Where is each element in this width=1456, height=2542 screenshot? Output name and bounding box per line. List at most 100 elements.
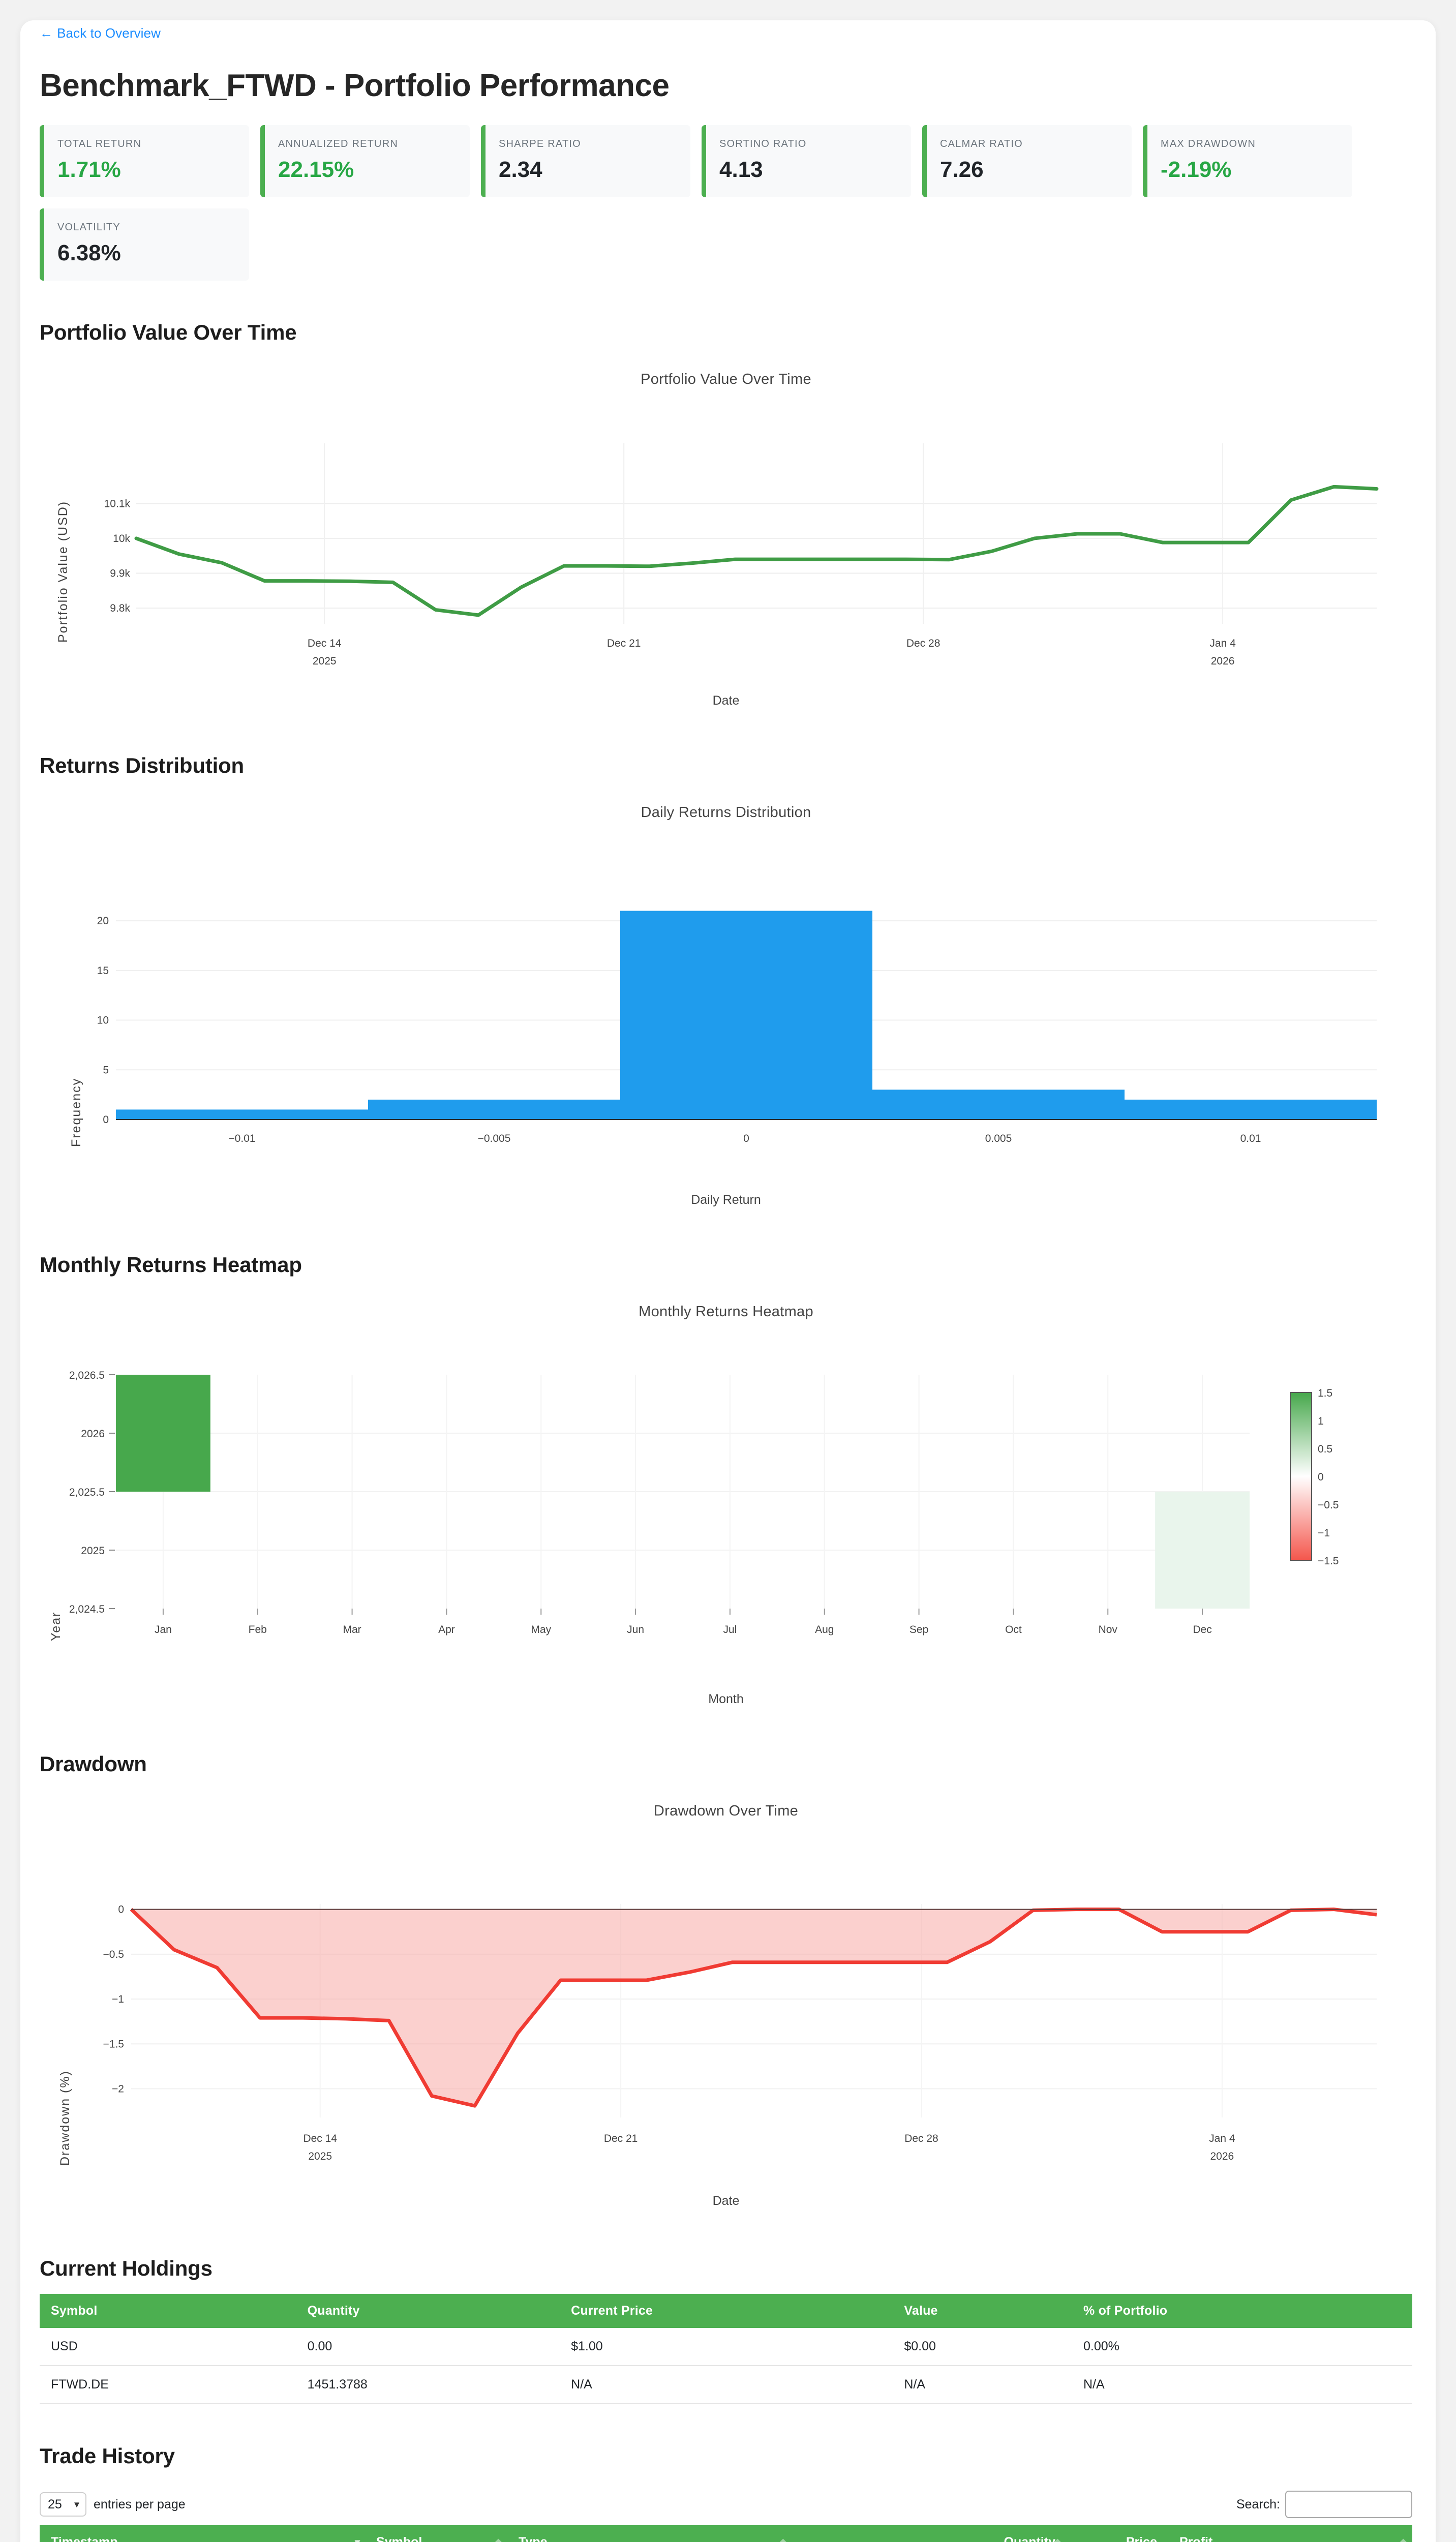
svg-text:1: 1 [1318,1415,1324,1427]
svg-text:−0.005: −0.005 [478,1133,511,1144]
column-header-quantity[interactable]: Quantity [296,2294,560,2328]
metric-card-calmar-ratio: CALMAR RATIO 7.26 [922,125,1132,197]
section-heading-returns-distribution: Returns Distribution [40,753,244,777]
back-link-label: Back to Overview [57,25,161,41]
svg-text:Apr: Apr [438,1624,455,1636]
table-row: USD 0.00 $1.00 $0.00 0.00% [40,2328,1412,2366]
column-header-price[interactable]: Price [1067,2525,1168,2542]
cell-pct-portfolio: N/A [1072,2366,1412,2404]
search-input[interactable] [1285,2491,1412,2518]
column-header-type[interactable]: Type ◆ [507,2525,792,2542]
header-label: Type [519,2535,548,2542]
table-body: USD 0.00 $1.00 $0.00 0.00% FTWD.DE 1451.… [40,2328,1412,2404]
metric-label: MAX DRAWDOWN [1161,138,1256,149]
column-header-symbol[interactable]: Symbol [40,2294,296,2328]
svg-text:Jan 4: Jan 4 [1209,2133,1235,2144]
search-group: Search: [1236,2491,1412,2518]
column-header-timestamp[interactable]: Timestamp ▾ [40,2525,365,2542]
metric-card-sortino-ratio: SORTINO RATIO 4.13 [702,125,911,197]
back-arrow-icon: ← [40,25,53,41]
svg-text:2026: 2026 [1210,2151,1234,2162]
svg-text:Jan 4: Jan 4 [1209,638,1236,649]
column-header-profit[interactable]: Profit ◆ [1168,2525,1412,2542]
svg-text:Dec 21: Dec 21 [607,638,641,649]
svg-text:Jun: Jun [627,1624,644,1636]
svg-text:2025: 2025 [313,655,337,667]
entries-per-page-select[interactable]: 25 [40,2492,86,2517]
svg-text:Mar: Mar [343,1624,361,1636]
svg-text:2,024.5: 2,024.5 [69,1603,105,1615]
svg-text:Oct: Oct [1005,1624,1022,1636]
sort-icon[interactable]: ◆ [779,2537,787,2542]
svg-text:10: 10 [97,1015,109,1026]
svg-text:2,026.5: 2,026.5 [69,1370,105,1381]
cell-current-price: N/A [560,2366,893,2404]
metric-label: CALMAR RATIO [940,138,1023,149]
metric-label: TOTAL RETURN [57,138,142,149]
trade-table-controls: 25 ▾ entries per page Search: [40,2491,1412,2518]
svg-text:10k: 10k [113,533,130,544]
svg-text:2,025.5: 2,025.5 [69,1487,105,1498]
cell-value: N/A [893,2366,1072,2404]
svg-text:0: 0 [743,1133,749,1144]
metric-label: SHARPE RATIO [499,138,581,149]
column-header-value[interactable]: Value [893,2294,1072,2328]
header-label: Quantity [1004,2535,1055,2542]
svg-text:Jan: Jan [155,1624,172,1636]
table-header-row: Symbol Quantity Current Price Value % of… [40,2294,1412,2328]
metric-card-sharpe-ratio: SHARPE RATIO 2.34 [481,125,690,197]
svg-text:Dec 28: Dec 28 [906,638,941,649]
sort-desc-icon[interactable]: ▾ [355,2537,360,2542]
metric-value: 22.15% [278,157,354,182]
metric-label: SORTINO RATIO [719,138,807,149]
cell-quantity: 0.00 [296,2328,560,2366]
svg-text:Dec 21: Dec 21 [604,2133,638,2144]
svg-text:−0.01: −0.01 [228,1133,255,1144]
section-heading-portfolio-value: Portfolio Value Over Time [40,320,297,344]
svg-text:1.5: 1.5 [1318,1387,1332,1399]
sort-icon[interactable]: ◆ [495,2537,502,2542]
svg-text:5: 5 [103,1064,109,1076]
back-to-overview-link[interactable]: ← Back to Overview [40,25,161,41]
metrics-row: TOTAL RETURN 1.71% ANNUALIZED RETURN 22.… [40,125,1412,281]
sort-icon[interactable]: ◆ [1400,2537,1407,2542]
cell-current-price: $1.00 [560,2328,893,2366]
header-label: Symbol [376,2535,422,2542]
svg-text:−0.5: −0.5 [1318,1499,1339,1511]
entries-per-page-label: entries per page [94,2497,186,2511]
chart-x-axis-label: Month [708,1692,744,1706]
sort-icon[interactable]: ◆ [1054,2537,1061,2542]
cell-symbol: FTWD.DE [40,2366,296,2404]
chart-x-axis-label: Date [712,693,740,708]
chart-title: Portfolio Value Over Time [641,371,811,387]
svg-text:0: 0 [118,1904,124,1916]
svg-text:0.005: 0.005 [985,1133,1012,1144]
svg-text:−1.5: −1.5 [1318,1555,1339,1567]
column-header-symbol[interactable]: Symbol ◆ [365,2525,507,2542]
table-header: Symbol Quantity Current Price Value % of… [40,2294,1412,2328]
portfolio-value-chart: Portfolio Value Over Time Portfolio Valu… [40,358,1412,714]
metric-value: 4.13 [719,157,763,182]
svg-text:Dec 14: Dec 14 [303,2133,337,2144]
drawdown-chart: Drawdown Over Time Drawdown (%) 0 −0.5 −1−… [40,1790,1412,2217]
cell-pct-portfolio: 0.00% [1072,2328,1412,2366]
section-heading-monthly-heatmap: Monthly Returns Heatmap [40,1253,302,1277]
entries-select-wrap: 25 ▾ [40,2492,86,2517]
column-header-current-price[interactable]: Current Price [560,2294,893,2328]
page-title: Benchmark_FTWD - Portfolio Performance [40,68,670,103]
svg-text:0.5: 0.5 [1318,1443,1332,1455]
svg-text:2025: 2025 [308,2151,332,2162]
column-header-pct-portfolio[interactable]: % of Portfolio [1072,2294,1412,2328]
svg-text:Dec: Dec [1193,1624,1211,1636]
column-header-quantity[interactable]: Quantity ◆ [792,2525,1067,2542]
cell-value: $0.00 [893,2328,1072,2366]
header-label: Timestamp [51,2535,118,2542]
metric-value: 2.34 [499,157,542,182]
svg-text:2026: 2026 [81,1428,105,1440]
svg-text:Aug: Aug [815,1624,834,1636]
trade-history-table: Timestamp ▾ Symbol ◆ Type ◆ Quantity ◆ P… [40,2525,1412,2542]
svg-text:−1: −1 [112,1993,124,2005]
header-label: Price [1126,2535,1157,2542]
cell-symbol: USD [40,2328,296,2366]
svg-text:20: 20 [97,915,109,927]
